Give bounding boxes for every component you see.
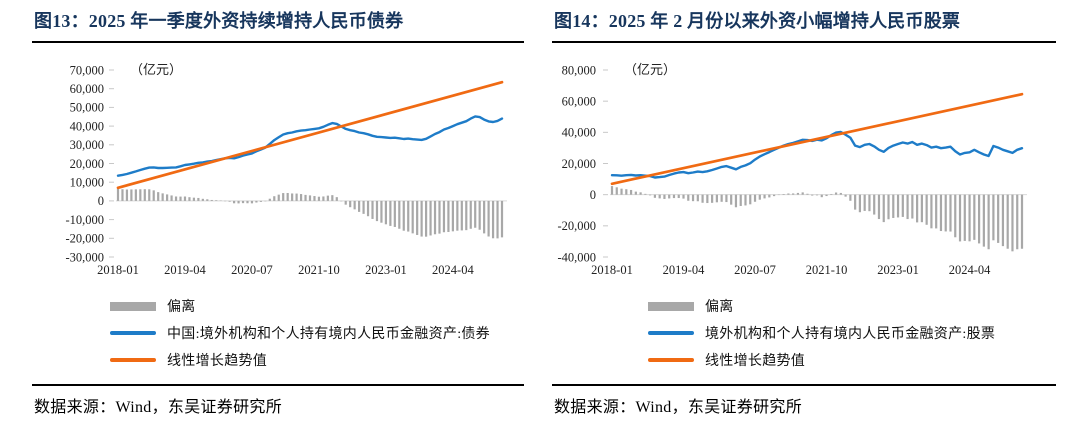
svg-text:-20,000: -20,000 [557, 219, 596, 233]
svg-text:2024-04: 2024-04 [949, 263, 991, 277]
svg-text:10,000: 10,000 [70, 175, 104, 189]
legend-label: 中国:境外机构和个人持有境内人民币金融资产:债券 [167, 327, 490, 342]
legend-item-trend: 线性增长趋势值 [648, 347, 1056, 374]
svg-text:0: 0 [98, 194, 104, 208]
svg-text:-10,000: -10,000 [65, 212, 104, 226]
figure-13-source: 数据来源：Wind，东吴证券研究所 [34, 398, 283, 416]
figure-14-title: 图14：2025 年 2 月份以来外资小幅增持人民币股票 [554, 11, 961, 31]
svg-text:60,000: 60,000 [70, 82, 104, 96]
deviation-bar-swatch [110, 301, 156, 311]
holdings-line-swatch [648, 331, 694, 335]
svg-text:2018-01: 2018-01 [97, 263, 139, 277]
svg-text:-40,000: -40,000 [557, 250, 596, 264]
svg-text:2020-07: 2020-07 [734, 263, 776, 277]
figure-14-title-rule [552, 40, 1056, 43]
svg-text:30,000: 30,000 [70, 138, 104, 152]
holdings-line-swatch [110, 331, 156, 335]
trend-line-swatch [648, 358, 694, 362]
trend-line-swatch [110, 358, 156, 362]
figure-13-title: 图13：2025 年一季度外资持续增持人民币债券 [34, 11, 404, 31]
legend-item-trend: 线性增长趋势值 [110, 347, 524, 374]
figure-13-legend: 偏离 中国:境外机构和个人持有境内人民币金融资产:债券 线性增长趋势值 [110, 293, 524, 374]
figure-14-source-rule [552, 383, 1056, 386]
figure-14: 图14：2025 年 2 月份以来外资小幅增持人民币股票 80,000 60,00… [540, 0, 1080, 437]
svg-text:2021-10: 2021-10 [806, 263, 848, 277]
svg-text:50,000: 50,000 [70, 100, 104, 114]
legend-item-deviation: 偏离 [648, 293, 1056, 320]
svg-text:20,000: 20,000 [70, 156, 104, 170]
figure-14-chart: 80,000 60,000 40,000 20,000 0 -20,000 -40,000 （… [552, 55, 1056, 287]
svg-text:2024-04: 2024-04 [432, 263, 474, 277]
svg-text:70,000: 70,000 [70, 63, 104, 77]
figure-14-legend: 偏离 境外机构和个人持有境内人民币金融资产:股票 线性增长趋势值 [648, 293, 1056, 374]
svg-text:2019-04: 2019-04 [663, 263, 705, 277]
figure-13-title-rule [32, 40, 524, 43]
svg-text:2023-01: 2023-01 [877, 263, 919, 277]
legend-label: 线性增长趋势值 [705, 354, 806, 369]
legend-item-deviation: 偏离 [110, 293, 524, 320]
figure-13-chart: 70,000 60,000 50,000 40,000 30,000 20,000 10,0… [32, 55, 524, 287]
svg-text:40,000: 40,000 [562, 125, 596, 139]
svg-text:40,000: 40,000 [70, 119, 104, 133]
deviation-bar-swatch [648, 301, 694, 311]
legend-label: 偏离 [167, 300, 196, 315]
legend-label: 线性增长趋势值 [167, 354, 268, 369]
svg-text:2019-04: 2019-04 [164, 263, 206, 277]
svg-text:2021-10: 2021-10 [298, 263, 340, 277]
svg-text:80,000: 80,000 [562, 63, 596, 77]
svg-text:-20,000: -20,000 [65, 231, 104, 245]
svg-text:2018-01: 2018-01 [591, 263, 633, 277]
svg-text:-30,000: -30,000 [65, 250, 104, 264]
figure-13: 图13：2025 年一季度外资持续增持人民币债券 70,000 60,000 50,… [32, 11, 524, 416]
svg-text:0: 0 [590, 187, 596, 201]
figure-13-source-rule [32, 383, 524, 386]
legend-item-holdings: 中国:境外机构和个人持有境内人民币金融资产:债券 [110, 320, 524, 347]
legend-item-holdings: 境外机构和个人持有境内人民币金融资产:股票 [648, 320, 1056, 347]
svg-text:（亿元）: （亿元） [624, 62, 676, 77]
legend-label: 偏离 [705, 300, 734, 315]
svg-text:2023-01: 2023-01 [365, 263, 407, 277]
svg-text:（亿元）: （亿元） [130, 62, 182, 77]
svg-text:60,000: 60,000 [562, 94, 596, 108]
figure-14-source: 数据来源：Wind，东吴证券研究所 [554, 398, 803, 416]
legend-label: 境外机构和个人持有境内人民币金融资产:股票 [705, 327, 996, 342]
svg-text:20,000: 20,000 [562, 156, 596, 170]
svg-text:2020-07: 2020-07 [231, 263, 273, 277]
